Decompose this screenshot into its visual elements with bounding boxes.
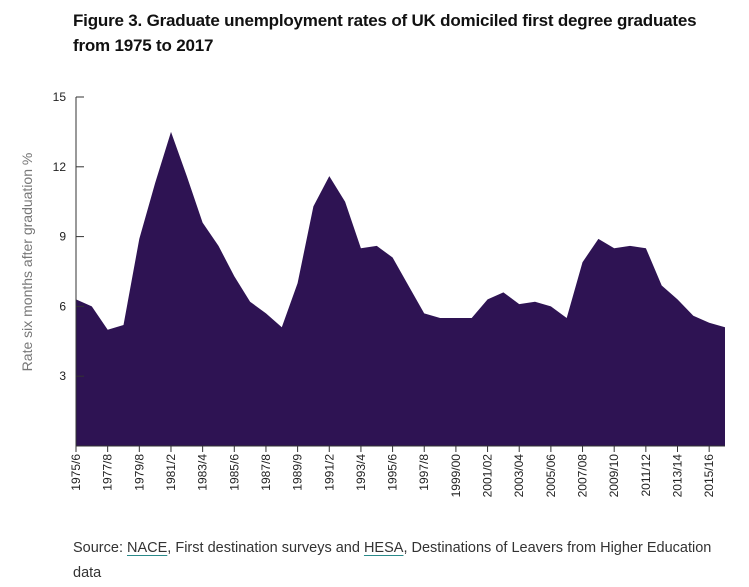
x-tick-label: 1991/2: [322, 454, 336, 491]
x-tick-label: 1995/6: [386, 454, 400, 491]
y-tick-label: 12: [53, 160, 67, 174]
hesa-link[interactable]: HESA: [363, 540, 404, 556]
y-tick-label: 3: [59, 369, 66, 383]
x-tick-label: 2001/02: [481, 454, 495, 498]
x-tick-label: 1979/8: [132, 454, 146, 491]
source-note: Source: NACE, First destination surveys …: [73, 536, 713, 586]
x-tick-label: 1977/8: [101, 454, 115, 491]
x-tick-label: 2015/16: [702, 454, 716, 498]
source-prefix: Source:: [73, 540, 127, 556]
x-tick-label: 1983/4: [196, 454, 210, 491]
x-tick-label: 1989/9: [291, 454, 305, 491]
x-tick-label: 1993/4: [354, 454, 368, 491]
x-tick-label: 1975/6: [69, 454, 83, 491]
source-middle: , First destination surveys and: [167, 540, 364, 556]
x-tick-label: 2003/04: [512, 454, 526, 498]
x-tick-label: 1999/00: [449, 454, 463, 498]
y-tick-label: 15: [53, 90, 67, 104]
y-axis-label: Rate six months after graduation %: [19, 153, 35, 372]
series-area: [76, 131, 725, 446]
x-tick-label: 1981/2: [164, 454, 178, 491]
x-tick-label: 1997/8: [417, 454, 431, 491]
x-tick-label: 2007/08: [576, 454, 590, 498]
x-tick-label: 2005/06: [544, 454, 558, 498]
source-suffix: , Destinations of Leavers from Higher Ed…: [73, 540, 712, 581]
x-tick-label: 1985/6: [227, 454, 241, 491]
x-tick-label: 1987/8: [259, 454, 273, 491]
y-tick-label: 9: [59, 230, 66, 244]
x-tick-label: 2011/12: [639, 454, 653, 497]
nace-link[interactable]: NACE: [127, 540, 168, 556]
y-tick-label: 6: [59, 299, 66, 313]
chart-title: Figure 3. Graduate unemployment rates of…: [73, 11, 697, 55]
x-tick-label: 2013/14: [671, 454, 685, 498]
x-tick-label: 2009/10: [607, 454, 621, 498]
